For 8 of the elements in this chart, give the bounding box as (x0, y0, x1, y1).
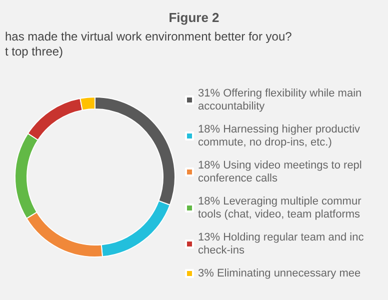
legend-label: 31% Offering flexibility while main accountability (198, 88, 362, 112)
chart-subtitle: has made the virtual work environment better for you? t top three) (5, 30, 292, 58)
legend-label: 18% Leveraging multiple commur tools (chat, video, team platforms (198, 196, 362, 220)
chart-title: Figure 2 (168, 10, 220, 25)
legend-label: 18% Using video meetings to repl conference calls (198, 160, 362, 184)
legend-label: 3% Eliminating unnecessary mee (198, 268, 361, 280)
legend-label: 18% Harnessing higher productiv commute, no drop-ins, etc.) (198, 124, 361, 148)
legend-label: 13% Holding regular team and inc check-ins (198, 232, 364, 256)
